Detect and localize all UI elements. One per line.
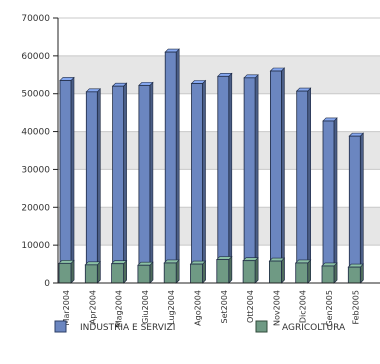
- bar-agricoltura: [268, 257, 286, 284]
- y-tick-label: 60000: [21, 52, 50, 62]
- x-tick-label: Giu2004: [141, 290, 150, 324]
- bar-industria: [59, 76, 75, 284]
- bar-agricoltura: [321, 262, 338, 284]
- y-tick-label: 40000: [21, 128, 50, 138]
- bar-agricoltura: [216, 255, 233, 284]
- bar-industria: [190, 79, 207, 284]
- bar-agricoltura: [347, 263, 365, 284]
- bar-agricoltura: [110, 259, 128, 284]
- y-ticks: 0 10000 20000 30000 40000 50000 60000 70000: [21, 14, 58, 289]
- bar-industria: [295, 87, 312, 284]
- legend-label-agricoltura: AGRICOLTURA: [282, 323, 346, 333]
- y-tick-label: 20000: [21, 203, 50, 213]
- legend-label-industria: INDUSTRIA E SERVIZI: [80, 323, 175, 333]
- legend: INDUSTRIA E SERVIZI AGRICOLTURA: [54, 320, 346, 333]
- legend-swatch-industria: [54, 320, 67, 333]
- x-tick-label: Lug2004: [167, 290, 176, 325]
- bar-industria: [269, 67, 286, 284]
- x-tick-label: Ott2004: [246, 290, 255, 323]
- bars: [58, 48, 365, 284]
- bar-industria: [138, 81, 154, 284]
- x-tick-label: Set2004: [220, 290, 229, 324]
- bar-agricoltura: [163, 259, 180, 284]
- x-tick-label: Gen2005: [325, 290, 334, 327]
- x-tick-label: Nov2004: [272, 290, 281, 326]
- x-tick-label: Ago2004: [194, 290, 203, 326]
- bar-industria: [111, 82, 128, 284]
- y-tick-label: 0: [44, 279, 50, 289]
- bar-industria: [322, 117, 338, 284]
- bar-industria: [85, 88, 102, 284]
- x-tick-label: Mag2004: [115, 290, 124, 327]
- bar-agricoltura: [242, 256, 259, 284]
- x-tick-label: Dic2004: [299, 290, 308, 323]
- x-tick-label: Apr2004: [88, 290, 97, 324]
- y-tick-label: 10000: [21, 241, 50, 251]
- bar-industria: [164, 48, 180, 284]
- bar-agricoltura: [58, 259, 75, 284]
- bar-agricoltura: [294, 259, 312, 284]
- bar-agricoltura: [84, 261, 102, 284]
- bar-industria: [217, 72, 233, 284]
- bar-agricoltura: [189, 260, 207, 284]
- bar-agricoltura: [137, 261, 154, 284]
- y-tick-label: 50000: [21, 90, 50, 100]
- bar-industria: [243, 74, 259, 284]
- legend-swatch-agricoltura: [255, 320, 268, 333]
- bar-industria: [348, 132, 365, 284]
- x-labels: Mar2004 Apr2004 Mag2004 Giu2004 Lug2004 Ago20…: [62, 290, 360, 327]
- y-tick-label: 30000: [21, 165, 50, 175]
- y-tick-label: 70000: [21, 14, 50, 24]
- x-tick-label: Mar2004: [62, 290, 71, 325]
- x-tick-label: Feb2005: [351, 290, 360, 325]
